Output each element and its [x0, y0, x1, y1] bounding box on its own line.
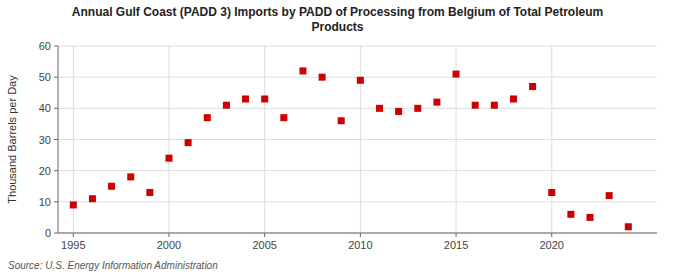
- y-tick-label: 40: [39, 102, 51, 114]
- x-tick: [360, 233, 361, 237]
- point: [146, 189, 153, 196]
- chart: Annual Gulf Coast (PADD 3) Imports by PA…: [0, 0, 675, 275]
- x-grid-line: [168, 46, 169, 233]
- point: [319, 74, 326, 81]
- point: [204, 114, 211, 121]
- point: [299, 67, 306, 74]
- point: [606, 192, 613, 199]
- y-grid-line: [58, 170, 657, 171]
- y-tick: [54, 233, 58, 234]
- y-tick: [54, 201, 58, 202]
- y-tick-label: 10: [39, 196, 51, 208]
- point: [89, 195, 96, 202]
- source-note: Source: U.S. Energy Information Administ…: [8, 260, 218, 271]
- point: [242, 95, 249, 102]
- point: [453, 71, 460, 78]
- point: [472, 102, 479, 109]
- x-tick: [551, 233, 552, 237]
- y-grid-line: [58, 139, 657, 140]
- y-grid-line: [58, 201, 657, 202]
- axes: 0 10 20 30 40 50 60 1995 2000 2005 2010 2015 2020: [39, 40, 657, 251]
- point: [108, 183, 115, 190]
- point: [567, 211, 574, 218]
- y-tick: [54, 77, 58, 78]
- x-tick-label: 2005: [252, 239, 276, 251]
- point: [376, 105, 383, 112]
- point: [223, 102, 230, 109]
- y-tick: [54, 139, 58, 140]
- point: [510, 95, 517, 102]
- x-tick-label: 2015: [444, 239, 468, 251]
- y-axis-label: Thousand Barrels per Day: [6, 75, 18, 204]
- x-grid-line: [551, 46, 552, 233]
- y-tick: [54, 46, 58, 47]
- y-tick-label: 60: [39, 40, 51, 52]
- x-tick-label: 2010: [348, 239, 372, 251]
- y-tick-label: 50: [39, 71, 51, 83]
- point: [433, 99, 440, 106]
- x-tick: [456, 233, 457, 237]
- x-tick-label: 2020: [540, 239, 564, 251]
- point: [548, 189, 555, 196]
- point: [491, 102, 498, 109]
- point: [261, 95, 268, 102]
- points: [70, 67, 632, 230]
- point: [127, 173, 134, 180]
- point: [185, 139, 192, 146]
- y-grid-line: [58, 108, 657, 109]
- point: [625, 223, 632, 230]
- y-tick-label: 0: [45, 227, 51, 239]
- title-line: Products: [311, 20, 363, 34]
- x-grid-line: [264, 46, 265, 233]
- point: [395, 108, 402, 115]
- y-tick: [54, 108, 58, 109]
- x-tick-label: 2000: [157, 239, 181, 251]
- point: [587, 214, 594, 221]
- x-tick: [168, 233, 169, 237]
- y-grid-line: [58, 233, 657, 234]
- point: [165, 155, 172, 162]
- point: [414, 105, 421, 112]
- title: Annual Gulf Coast (PADD 3) Imports by PA…: [72, 5, 603, 34]
- grid: [58, 46, 657, 233]
- x-axis-line: [58, 233, 657, 234]
- point: [70, 201, 77, 208]
- point: [338, 117, 345, 124]
- y-tick: [54, 170, 58, 171]
- point: [280, 114, 287, 121]
- y-tick-label: 20: [39, 165, 51, 177]
- y-grid-line: [58, 46, 657, 47]
- title-line: Annual Gulf Coast (PADD 3) Imports by PA…: [72, 5, 603, 19]
- point: [529, 83, 536, 90]
- x-tick-label: 1995: [61, 239, 85, 251]
- point: [357, 77, 364, 84]
- x-tick: [73, 233, 74, 237]
- y-tick-label: 30: [39, 134, 51, 146]
- x-grid-line: [360, 46, 361, 233]
- y-axis-line: [58, 46, 59, 233]
- x-tick: [264, 233, 265, 237]
